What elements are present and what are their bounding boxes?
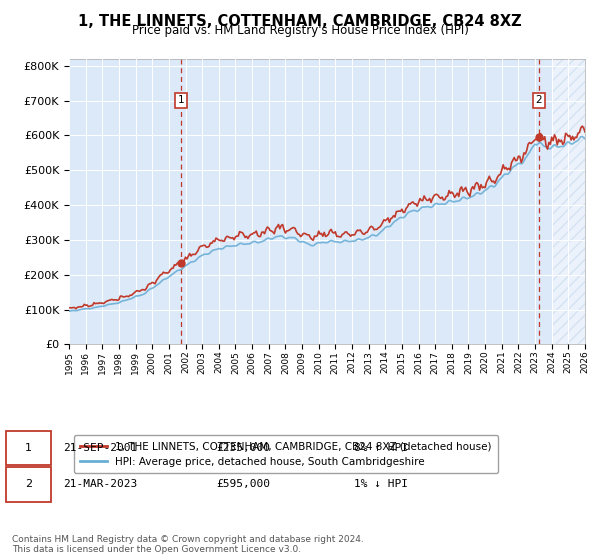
Text: Contains HM Land Registry data © Crown copyright and database right 2024.
This d: Contains HM Land Registry data © Crown c… (12, 535, 364, 554)
Text: £595,000: £595,000 (216, 479, 270, 489)
Text: 1: 1 (25, 443, 32, 453)
Text: 21-SEP-2001: 21-SEP-2001 (63, 443, 137, 453)
Legend: 1, THE LINNETS, COTTENHAM, CAMBRIDGE, CB24 8XZ (detached house), HPI: Average pr: 1, THE LINNETS, COTTENHAM, CAMBRIDGE, CB… (74, 435, 497, 473)
Text: 1: 1 (178, 95, 184, 105)
Bar (552, 59, 585, 344)
Text: 1% ↓ HPI: 1% ↓ HPI (354, 479, 408, 489)
Text: £235,000: £235,000 (216, 443, 270, 453)
Text: 2: 2 (535, 95, 542, 105)
Text: 1, THE LINNETS, COTTENHAM, CAMBRIDGE, CB24 8XZ: 1, THE LINNETS, COTTENHAM, CAMBRIDGE, CB… (78, 14, 522, 29)
Text: 2: 2 (25, 479, 32, 489)
Text: Price paid vs. HM Land Registry's House Price Index (HPI): Price paid vs. HM Land Registry's House … (131, 24, 469, 37)
Text: 21-MAR-2023: 21-MAR-2023 (63, 479, 137, 489)
Text: 8% ↑ HPI: 8% ↑ HPI (354, 443, 408, 453)
